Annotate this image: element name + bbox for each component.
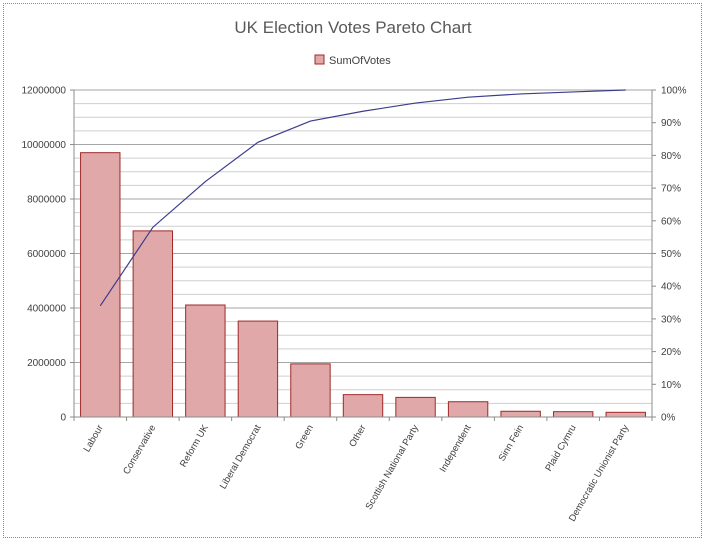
bar-other [342,394,384,418]
y-tick-label: 4000000 [27,304,66,315]
y-tick-label: 10000000 [22,140,67,151]
bar-scottish-national-party [395,396,436,418]
bar-green [290,363,331,418]
y2-tick-label: 40% [661,282,681,293]
y2-tick-label: 20% [661,347,681,358]
y2-tick-label: 50% [661,249,681,260]
x-tick-label: Conservative [121,423,158,477]
legend-swatch-sumofvotes [314,54,325,65]
axes: 0 2000000 4000000 6000000 8000000 10000000 120… [22,86,687,524]
y2-tick-label: 80% [661,151,681,162]
x-tick-label: Liberal Democrat [218,423,264,491]
bar-plaid-cymru [552,411,594,418]
chart-frame [3,3,702,538]
y-tick-label: 0 [60,413,66,424]
x-tick-label: Independent [438,423,474,475]
x-tick-label: Green [293,423,316,451]
y-tick-label: 6000000 [27,249,66,260]
x-tick-label: Other [347,423,368,449]
y2-tick-label: 90% [661,118,681,129]
bar-reform-uk [185,304,226,418]
y2-tick-label: 30% [661,314,681,325]
y-tick-label: 2000000 [27,358,66,369]
bar-liberal-democrat [237,320,279,418]
x-tick-label: Sinn Fein [497,423,527,463]
bar-independent [447,401,489,418]
cumulative-line [99,89,626,307]
x-tick-label: Scottish National Party [364,423,422,512]
bar-democratic-unionist-party [605,411,646,418]
x-tick-label: Reform UK [178,422,211,469]
bar-conservative [132,230,174,418]
y-tick-label: 12000000 [22,86,67,97]
cumulative-percent-line [99,89,626,307]
y2-tick-label: 60% [661,216,681,227]
y-tick-label: 8000000 [27,195,66,206]
legend-label-sumofvotes: SumOfVotes [329,55,391,67]
y2-tick-label: 70% [661,184,681,195]
y2-tick-label: 0% [661,413,676,424]
bar-sinn-fein [500,410,541,418]
x-tick-label: Labour [82,423,106,454]
x-tick-label: Democratic Unionist Party [567,423,632,524]
bars [80,152,646,418]
x-tick-label: Plaid Cymru [543,423,578,473]
chart-title: UK Election Votes Pareto Chart [234,18,471,37]
y2-tick-label: 100% [661,86,687,97]
y2-tick-label: 10% [661,380,681,391]
